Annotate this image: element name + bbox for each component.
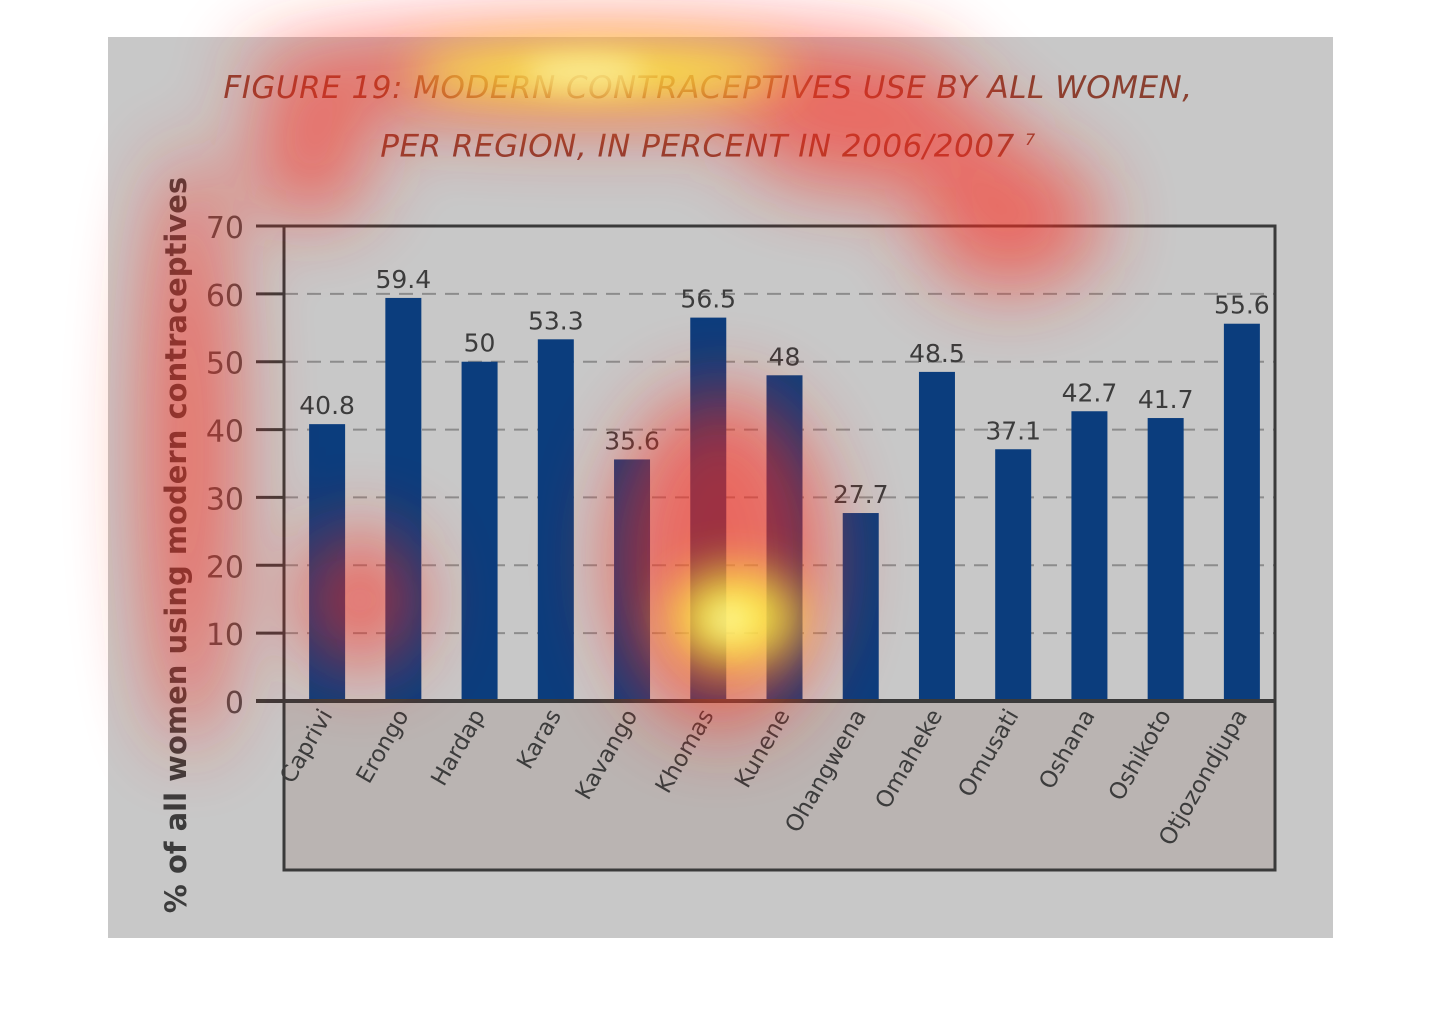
y-tick-label: 40 [206, 415, 244, 450]
y-axis-label: % of all women using modern contraceptiv… [159, 177, 193, 913]
data-label: 35.6 [604, 426, 660, 455]
data-label: 48.5 [909, 339, 965, 368]
data-label: 27.7 [833, 480, 889, 509]
data-label: 56.5 [680, 285, 736, 314]
y-tick-label: 60 [206, 279, 244, 314]
bar-otjozondjupa [1223, 323, 1260, 701]
bar-ohangwena [842, 513, 879, 701]
bar-oshikoto [1147, 418, 1184, 701]
bar-kunene [766, 375, 803, 701]
bar-omaheke [918, 371, 955, 701]
y-tick-label: 50 [206, 347, 244, 382]
y-tick-label: 0 [225, 686, 244, 721]
bar-hardap [461, 361, 498, 701]
bar-omusati [995, 449, 1032, 701]
data-label: 50 [464, 329, 496, 358]
bar-erongo [385, 297, 422, 701]
y-tick-label: 30 [206, 482, 244, 517]
bar-karas [537, 339, 574, 701]
title-footnote: 7 [1025, 130, 1036, 149]
data-label: 59.4 [376, 265, 432, 294]
bar-khomas [690, 317, 727, 701]
y-tick-label: 20 [206, 550, 244, 585]
data-label: 42.7 [1062, 378, 1118, 407]
data-label: 48 [769, 342, 801, 371]
y-tick-label: 70 [206, 211, 244, 246]
data-label: 53.3 [528, 306, 584, 335]
plot-frame [282, 224, 1277, 872]
data-label: 40.8 [299, 391, 355, 420]
bar-oshana [1071, 411, 1108, 701]
y-tick-label: 10 [206, 618, 244, 653]
data-label: 55.6 [1214, 291, 1270, 320]
data-label: 37.1 [985, 416, 1041, 445]
bar-kavango [614, 459, 651, 701]
data-label: 41.7 [1138, 385, 1194, 414]
bar-caprivi [309, 424, 346, 701]
